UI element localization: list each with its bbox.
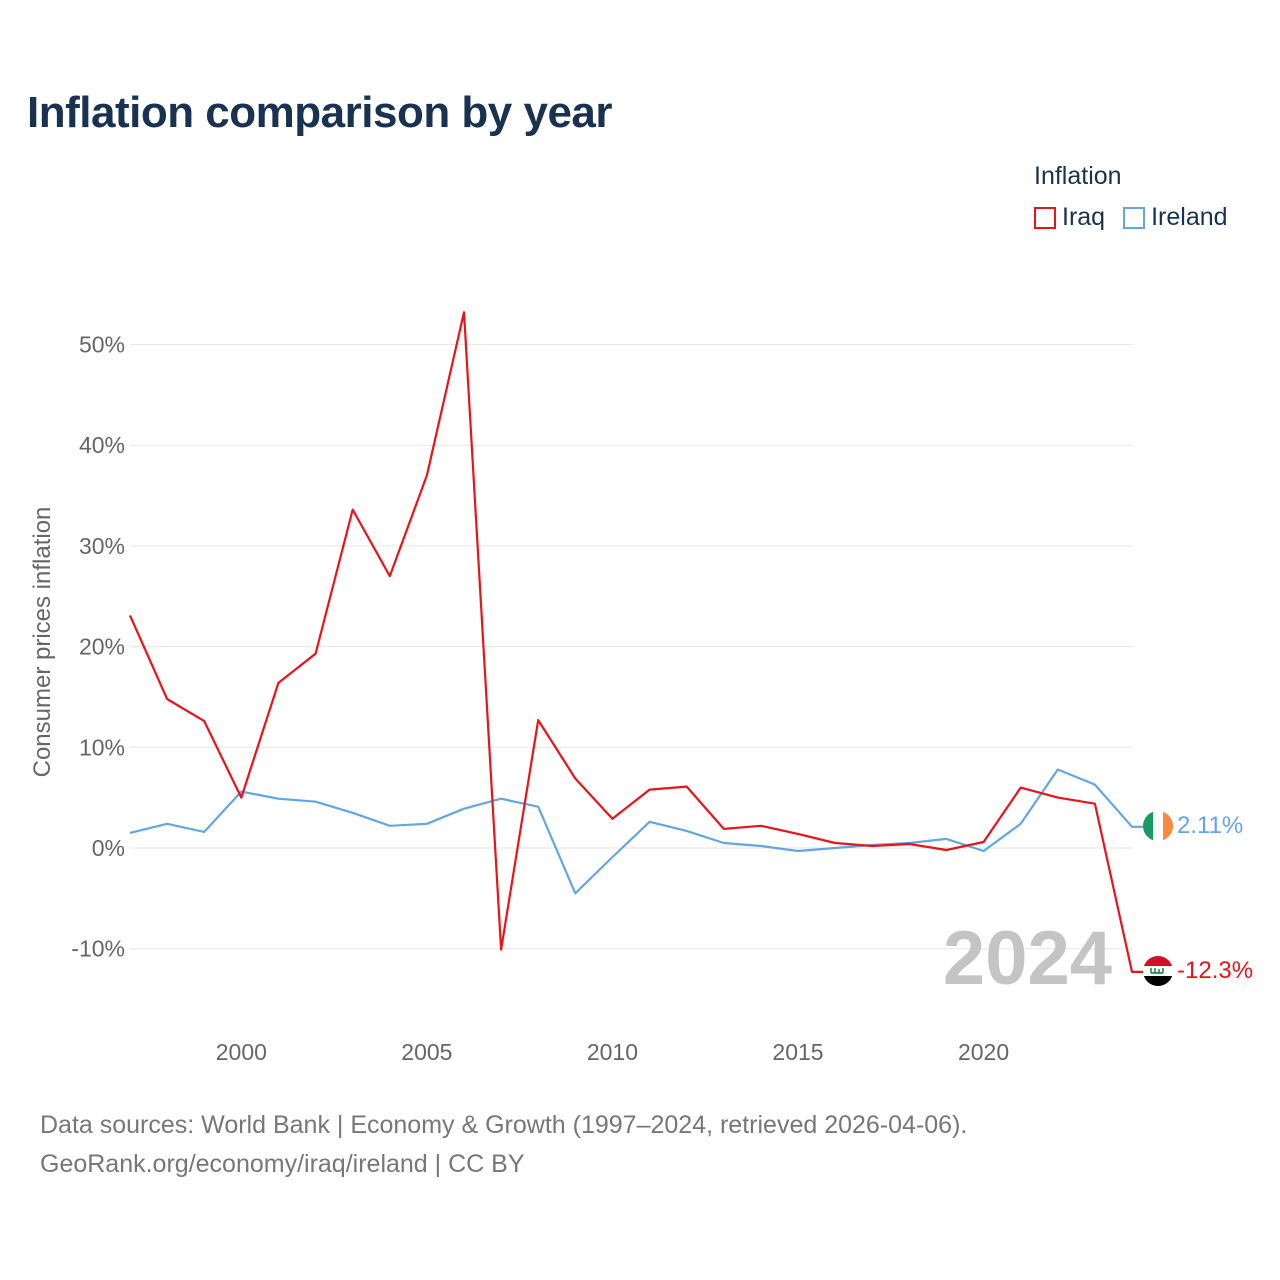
x-axis: 2000 2005 2010 2015 2020 bbox=[216, 1039, 1009, 1065]
legend-item-ireland[interactable]: Ireland bbox=[1123, 203, 1228, 232]
chart-title: Inflation comparison by year bbox=[27, 88, 613, 137]
legend-swatch-ireland bbox=[1123, 206, 1146, 229]
series-lines bbox=[128, 311, 1144, 974]
y-tick-label: 40% bbox=[79, 432, 125, 458]
series-line-iraq bbox=[128, 311, 1144, 974]
legend-label-ireland: Ireland bbox=[1151, 203, 1228, 231]
y-axis: -10% 0% 10% 20% 30% 40% 50% bbox=[71, 332, 125, 962]
legend-label-iraq: Iraq bbox=[1062, 203, 1106, 231]
source-link[interactable]: GeoRank.org/economy/iraq/ireland | CC BY bbox=[40, 1150, 525, 1178]
gridlines bbox=[130, 344, 1133, 950]
y-tick-label: -10% bbox=[71, 936, 125, 962]
y-tick-label: 10% bbox=[79, 734, 125, 760]
ireland-flag-icon bbox=[1143, 811, 1173, 841]
y-tick-label: 50% bbox=[79, 332, 125, 358]
line-chart: -10%0%10%20%30%40%50% 2000 2005 2010 2015 20… bbox=[29, 311, 1253, 1065]
chart-footer: Data sources: World Bank | Economy & Gro… bbox=[40, 1106, 967, 1184]
source-note: Data sources: World Bank | Economy & Gro… bbox=[40, 1111, 968, 1139]
year-watermark: 2024 bbox=[943, 916, 1112, 1001]
x-tick-label: 2015 bbox=[772, 1039, 823, 1065]
x-tick-label: 2020 bbox=[958, 1039, 1009, 1065]
iraq-flag-icon bbox=[1143, 956, 1173, 986]
y-tick-label: 20% bbox=[79, 634, 125, 660]
ireland-end-label: 2.11% bbox=[1177, 812, 1243, 839]
iraq-end-label: -12.3% bbox=[1177, 957, 1253, 984]
y-tick-label: 30% bbox=[79, 533, 125, 559]
series-line-ireland bbox=[129, 768, 1144, 895]
x-tick-label: 2010 bbox=[587, 1039, 638, 1065]
y-axis-title: Consumer prices inflation bbox=[29, 507, 56, 778]
x-tick-label: 2000 bbox=[216, 1039, 267, 1065]
legend-item-iraq[interactable]: Iraq bbox=[1034, 203, 1105, 232]
x-tick-label: 2005 bbox=[401, 1039, 452, 1065]
chart-legend: Inflation Iraq Ireland bbox=[1034, 162, 1228, 232]
legend-swatch-iraq bbox=[1034, 206, 1056, 229]
y-tick-label: 0% bbox=[92, 835, 125, 861]
legend-title: Inflation bbox=[1034, 162, 1122, 190]
